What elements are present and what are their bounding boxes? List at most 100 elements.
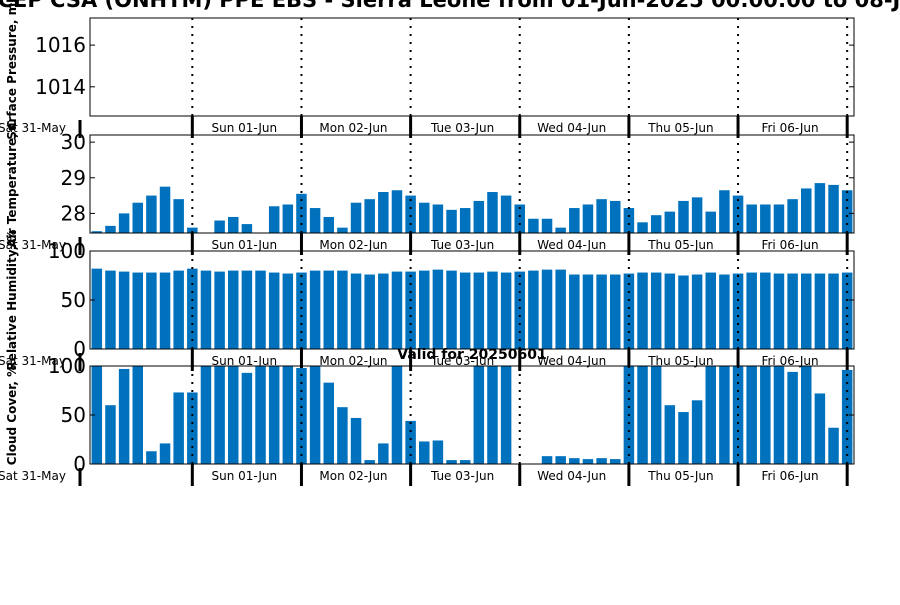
bar bbox=[719, 190, 730, 233]
bar bbox=[691, 197, 703, 233]
bar bbox=[719, 366, 730, 464]
bar bbox=[214, 366, 225, 464]
bar bbox=[419, 441, 430, 464]
day-label: Thu 05-Jun bbox=[647, 238, 713, 252]
bar bbox=[514, 204, 525, 233]
bar bbox=[350, 417, 362, 464]
bar bbox=[719, 274, 730, 349]
bar bbox=[760, 272, 771, 349]
bar bbox=[760, 366, 771, 464]
bar bbox=[337, 407, 348, 464]
day-label: Sun 01-Jun bbox=[211, 121, 277, 135]
bar bbox=[146, 272, 157, 349]
day-label: Fri 06-Jun bbox=[761, 121, 818, 135]
bar bbox=[350, 273, 362, 349]
bar bbox=[187, 227, 198, 233]
bar bbox=[159, 186, 171, 233]
bar bbox=[828, 184, 839, 233]
day-label: Thu 05-Jun bbox=[647, 121, 713, 135]
bar bbox=[637, 222, 648, 233]
bar bbox=[132, 202, 143, 233]
bar bbox=[500, 272, 512, 349]
bar bbox=[814, 183, 826, 233]
bar bbox=[364, 199, 375, 233]
bar bbox=[228, 270, 239, 349]
bar bbox=[801, 188, 812, 233]
bar bbox=[146, 451, 157, 464]
bar bbox=[118, 213, 130, 233]
bar bbox=[159, 272, 171, 349]
bar bbox=[569, 274, 580, 349]
bar bbox=[637, 272, 648, 349]
bar bbox=[596, 199, 607, 233]
bar bbox=[555, 269, 566, 349]
bar bbox=[814, 393, 826, 464]
bar bbox=[432, 204, 444, 233]
day-label: Tue 03-Jun bbox=[430, 238, 494, 252]
bar bbox=[664, 405, 676, 464]
day-label: Wed 04-Jun bbox=[537, 238, 606, 252]
bar bbox=[732, 195, 744, 233]
bar bbox=[569, 458, 580, 464]
bar bbox=[214, 220, 225, 233]
bar bbox=[473, 200, 485, 233]
bar bbox=[828, 273, 839, 349]
bar bbox=[623, 208, 635, 233]
bar bbox=[255, 270, 266, 349]
y-tick-label: 1016 bbox=[35, 33, 86, 57]
bar bbox=[787, 199, 798, 233]
bar bbox=[691, 400, 703, 464]
bar bbox=[459, 208, 471, 233]
bar bbox=[432, 440, 444, 464]
bar bbox=[814, 273, 826, 349]
bar bbox=[350, 202, 362, 233]
day-label: Mon 02-Jun bbox=[319, 121, 387, 135]
y-tick-label: 29 bbox=[61, 166, 86, 190]
bar bbox=[473, 272, 485, 349]
bar bbox=[841, 369, 853, 464]
bar bbox=[91, 268, 103, 349]
bar bbox=[487, 192, 498, 233]
day-label: Fri 06-Jun bbox=[761, 469, 818, 483]
day-label: Thu 05-Jun bbox=[647, 469, 713, 483]
bar bbox=[541, 218, 553, 233]
day-label: Tue 03-Jun bbox=[430, 469, 494, 483]
bar bbox=[391, 190, 403, 233]
bar bbox=[419, 202, 430, 233]
bar bbox=[268, 366, 280, 464]
bar bbox=[446, 460, 457, 464]
bar bbox=[773, 366, 785, 464]
y-axis-label: Air Temperature, C bbox=[5, 120, 19, 248]
bar bbox=[173, 392, 184, 464]
bar bbox=[296, 272, 307, 349]
bar bbox=[623, 273, 635, 349]
bar bbox=[132, 366, 143, 464]
bar bbox=[678, 275, 689, 349]
bar bbox=[309, 270, 321, 349]
chart-subtitle: Valid for 20250601 bbox=[397, 347, 546, 363]
y-tick-label: 1014 bbox=[35, 75, 86, 99]
day-label: Sun 01-Jun bbox=[211, 354, 277, 368]
bar bbox=[678, 200, 689, 233]
bar bbox=[228, 366, 239, 464]
bar bbox=[337, 270, 348, 349]
day-label: Sat 31-May bbox=[0, 469, 66, 483]
bar bbox=[637, 366, 648, 464]
bar bbox=[159, 443, 171, 464]
day-label: Mon 02-Jun bbox=[319, 238, 387, 252]
y-axis-label: Cloud Cover, % bbox=[5, 365, 19, 465]
bar bbox=[650, 272, 662, 349]
bar bbox=[514, 271, 525, 349]
bar bbox=[787, 371, 798, 464]
bar bbox=[541, 456, 553, 464]
y-tick-label: 100 bbox=[48, 354, 86, 378]
bar bbox=[500, 195, 512, 233]
bar bbox=[664, 211, 676, 233]
bar bbox=[473, 366, 485, 464]
bar bbox=[214, 271, 225, 349]
bar bbox=[309, 366, 321, 464]
y-tick-label: 28 bbox=[61, 201, 86, 225]
bar bbox=[760, 204, 771, 233]
